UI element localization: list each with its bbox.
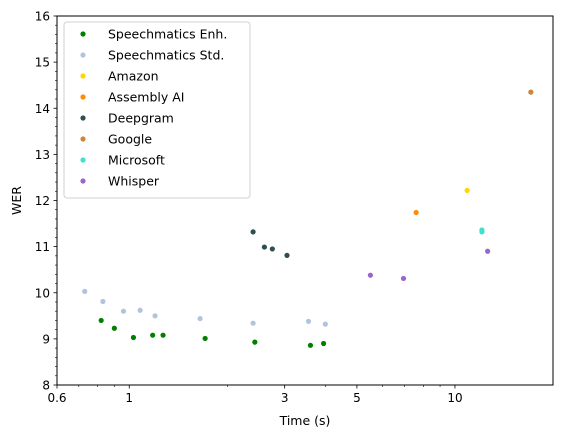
legend-label: Whisper — [108, 174, 160, 189]
y-tick-label: 11 — [35, 240, 50, 254]
y-tick-label: 12 — [35, 194, 50, 208]
legend-marker — [80, 136, 86, 142]
y-tick-label: 15 — [35, 56, 50, 70]
data-point-speechmatics-enh — [150, 332, 156, 338]
plot-frame — [56, 15, 554, 386]
data-points — [82, 89, 534, 348]
x-tick-label: 10 — [447, 391, 462, 405]
data-point-speechmatics-enh — [130, 334, 137, 341]
data-point-deepgram — [284, 252, 290, 258]
legend-box — [63, 21, 251, 199]
data-point-assembly-ai — [413, 209, 419, 216]
data-point-whisper — [367, 272, 373, 278]
data-point-speechmatics-std — [322, 321, 328, 327]
data-point-speechmatics-std — [100, 298, 106, 305]
data-point-speechmatics-std — [152, 313, 158, 319]
y-tick-label: 16 — [35, 10, 50, 24]
y-tick-label: 9 — [42, 332, 50, 346]
data-point-speechmatics-enh — [202, 335, 208, 342]
data-point-speechmatics-enh — [98, 317, 104, 324]
data-point-speechmatics-std — [305, 318, 312, 324]
y-tick-label: 10 — [35, 286, 50, 300]
x-tick-label: 5 — [353, 391, 361, 405]
legend-marker — [80, 31, 86, 37]
data-point-speechmatics-std — [82, 288, 88, 294]
data-point-deepgram — [250, 229, 256, 235]
legend-label: Speechmatics Std. — [108, 48, 224, 63]
legend-marker — [80, 178, 86, 184]
data-point-deepgram — [269, 246, 275, 252]
legend-label: Deepgram — [108, 111, 174, 126]
data-point-speechmatics-enh — [307, 342, 314, 348]
x-axis-label: Time (s) — [279, 413, 331, 428]
x-tick-label: 0.6 — [47, 391, 66, 405]
legend-label: Assembly AI — [108, 90, 184, 105]
data-point-speechmatics-std — [197, 315, 203, 322]
data-point-deepgram — [261, 244, 268, 250]
x-tick-label: 1 — [125, 391, 133, 405]
legend-label: Speechmatics Enh. — [108, 27, 227, 42]
legend-marker — [80, 73, 86, 79]
legend-marker — [80, 94, 86, 100]
data-point-microsoft — [479, 229, 485, 235]
data-point-whisper — [485, 248, 491, 254]
y-tick-label: 8 — [42, 379, 50, 393]
x-axis-ticks: 0.6 1 3 5 10 — [47, 385, 463, 405]
legend-marker — [80, 115, 86, 121]
x-tick-label: 3 — [281, 391, 289, 405]
y-tick-label: 14 — [35, 102, 50, 116]
legend-marker — [80, 52, 86, 58]
data-point-speechmatics-std — [137, 307, 143, 313]
data-point-speechmatics-enh — [111, 325, 117, 331]
legend-label: Amazon — [108, 69, 159, 84]
data-point-whisper — [400, 275, 407, 282]
data-point-speechmatics-std — [250, 320, 256, 326]
legend-label: Google — [108, 132, 152, 147]
legend: Speechmatics Enh. Speechmatics Std. Amazon… — [63, 21, 251, 199]
data-point-amazon — [464, 187, 470, 193]
data-point-google — [528, 89, 534, 95]
y-axis-ticks: 8 9 10 11 12 13 14 15 16 — [35, 10, 57, 393]
legend-marker — [80, 157, 86, 163]
y-tick-label: 13 — [35, 148, 50, 162]
legend-label: Microsoft — [108, 153, 165, 168]
data-point-speechmatics-enh — [160, 332, 166, 338]
data-point-speechmatics-enh — [320, 340, 327, 347]
data-point-speechmatics-std — [120, 308, 127, 314]
y-axis-label: WER — [9, 186, 24, 215]
data-point-speechmatics-enh — [252, 339, 258, 345]
